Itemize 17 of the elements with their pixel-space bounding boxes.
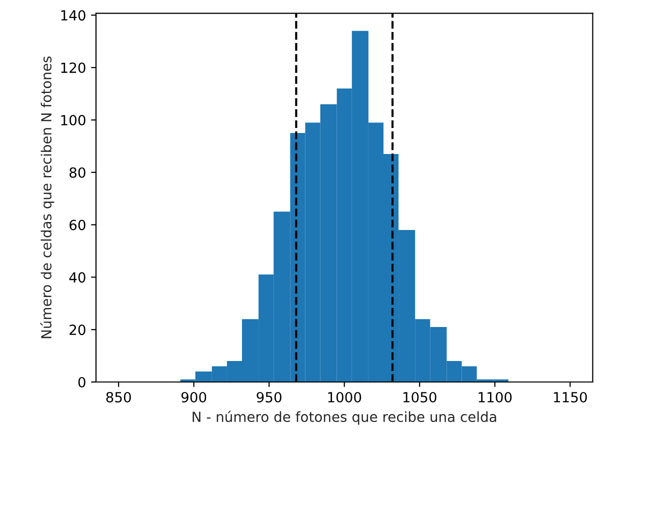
x-tick-label: 950 (256, 392, 282, 402)
y-tick-label: 40 (69, 272, 86, 283)
x-tick-label: 1050 (403, 392, 436, 402)
y-tick-label: 80 (70, 167, 86, 178)
y-tick-label: 0 (78, 376, 86, 388)
x-tick-label: 900 (181, 392, 206, 402)
x-axis-title: N - número de fotones que recibe una celda (192, 410, 496, 425)
y-tick-label: 140 (61, 10, 86, 21)
x-tick-label: 1000 (328, 392, 362, 402)
y-axis-title: Número de celdas que reciben N fotones (40, 56, 54, 338)
y-tick-label: 120 (61, 62, 86, 74)
x-tick-label: 850 (106, 392, 131, 402)
y-tick-label: 20 (70, 324, 86, 336)
y-tick-label: 100 (61, 114, 86, 126)
y-tick-label: 60 (70, 220, 86, 230)
x-tick-label: 1150 (554, 392, 587, 402)
x-tick-label: 1100 (478, 392, 512, 402)
